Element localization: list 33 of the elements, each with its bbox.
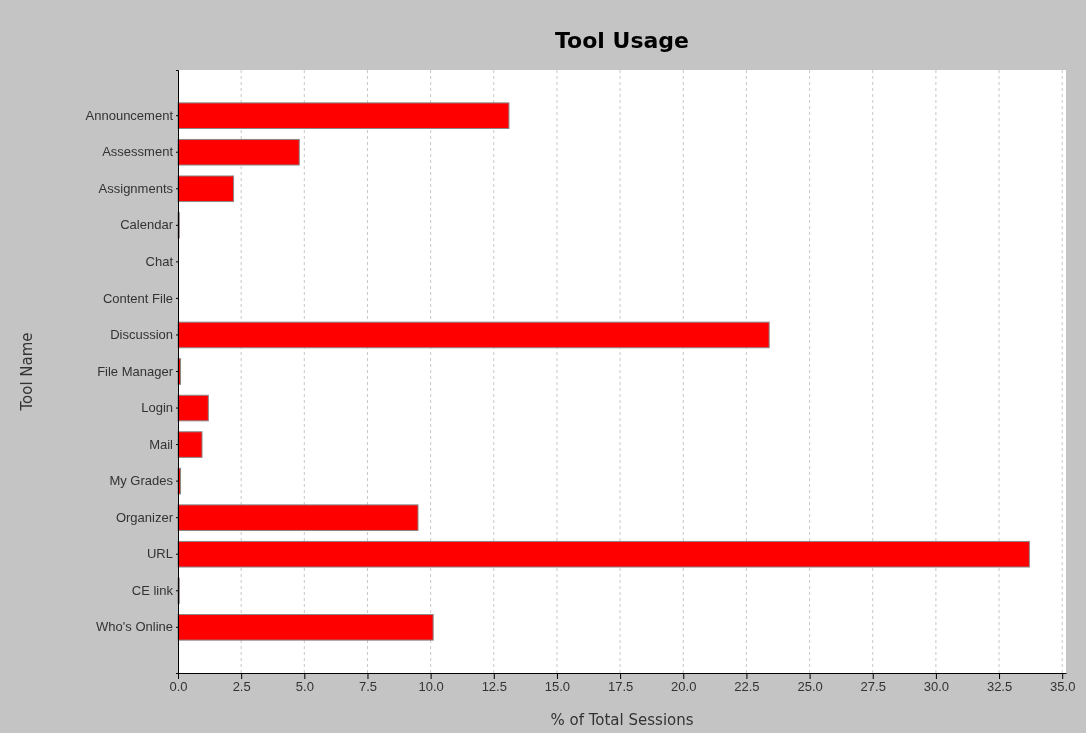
x-tick-label: 12.5 <box>481 679 507 695</box>
y-tick-label: Calendar <box>120 217 174 233</box>
x-tick-label: 20.0 <box>671 679 697 695</box>
x-tick-label: 17.5 <box>607 679 634 695</box>
y-tick-label: URL <box>146 546 173 562</box>
y-tick-label: CE link <box>131 582 174 598</box>
y-tick-label: My Grades <box>109 473 174 489</box>
y-tick-label: Announcement <box>85 107 174 123</box>
y-tick-label: File Manager <box>97 363 174 379</box>
y-tick-label: Chat <box>145 254 174 270</box>
y-tick-label: Login <box>141 400 173 416</box>
y-tick-label: Who's Online <box>96 619 173 635</box>
x-tick-label: 22.5 <box>734 679 760 695</box>
x-tick-label: 7.5 <box>358 679 378 695</box>
x-tick-label: 0.0 <box>169 679 188 695</box>
y-tick-label: Assessment <box>102 144 174 160</box>
x-tick-label: 27.5 <box>860 679 886 695</box>
y-tick-label: Discussion <box>110 327 173 343</box>
y-tick-label: Organizer <box>115 509 174 525</box>
x-tick-label: 25.0 <box>797 679 823 695</box>
x-axis-title: % of Total Sessions <box>550 711 694 729</box>
x-tick-label: 15.0 <box>544 679 571 695</box>
y-tick-label: Content File <box>102 290 173 306</box>
x-tick-label: 32.5 <box>986 679 1013 695</box>
y-tick-label: Mail <box>149 436 174 452</box>
chart-title: Tool Usage <box>555 28 689 53</box>
x-tick-label: 10.0 <box>418 679 444 695</box>
y-axis-title: Tool Name <box>18 332 36 412</box>
x-tick-label: 5.0 <box>295 679 314 695</box>
x-tick-label: 30.0 <box>923 679 950 695</box>
x-tick-label: 2.5 <box>232 679 251 695</box>
y-tick-label: Assignments <box>98 180 174 196</box>
x-tick-label: 35.0 <box>1050 679 1076 695</box>
